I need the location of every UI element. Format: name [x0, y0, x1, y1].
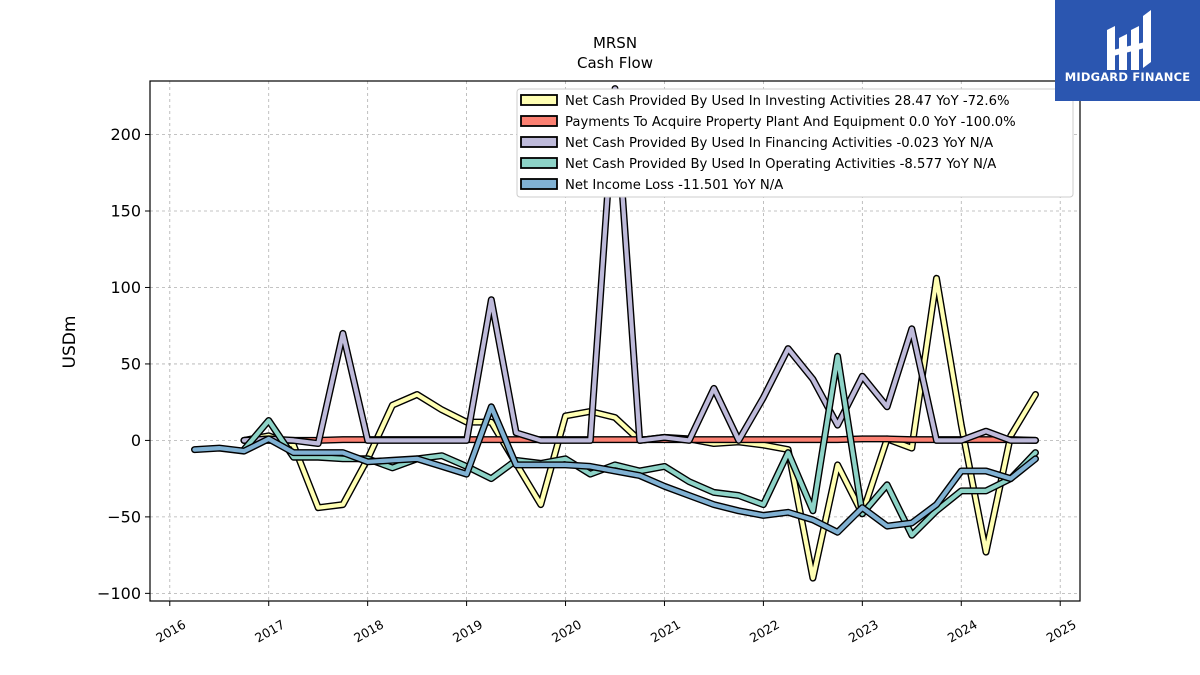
legend-swatch — [520, 94, 558, 106]
legend-swatch — [520, 115, 558, 127]
legend-label: Net Cash Provided By Used In Investing A… — [565, 94, 1010, 109]
x-tick-label: 2018 — [351, 617, 386, 646]
series-line — [241, 354, 1038, 538]
y-tick-label: 150 — [110, 202, 141, 221]
x-tick-label: 2019 — [450, 617, 485, 646]
legend-swatch — [520, 157, 558, 169]
y-tick-label: 100 — [110, 278, 141, 297]
logo-mark-icon — [1107, 10, 1151, 70]
chart-subtitle: Cash Flow — [577, 54, 653, 72]
legend-label: Payments To Acquire Property Plant And E… — [565, 115, 1016, 130]
series-group — [240, 85, 1039, 447]
logo-text: MIDGARD FINANCE — [1064, 70, 1191, 84]
plot-frame — [149, 80, 1081, 602]
series-line-outline — [240, 352, 1039, 539]
x-tick-label: 2021 — [648, 617, 683, 646]
y-axis-ticks: −100 −50 0 50 100 150 200 — [97, 125, 150, 603]
y-tick-label: −50 — [107, 507, 141, 526]
legend-label: Net Income Loss -11.501 YoY N/A — [565, 178, 783, 193]
legend: Net Cash Provided By Used In Investing A… — [516, 88, 1074, 198]
y-tick-label: 50 — [121, 354, 141, 373]
y-tick-label: −100 — [97, 584, 141, 603]
midgard-finance-logo: MIDGARD FINANCE — [1055, 0, 1200, 101]
series-line — [192, 404, 1038, 535]
legend-swatch — [520, 136, 558, 148]
legend-swatch — [520, 178, 558, 190]
x-tick-label: 2020 — [549, 617, 584, 646]
legend-label: Net Cash Provided By Used In Financing A… — [565, 136, 993, 151]
x-tick-label: 2023 — [846, 617, 881, 646]
series-lines — [191, 85, 1039, 582]
x-tick-label: 2022 — [747, 617, 782, 646]
series-line — [241, 86, 1038, 446]
x-tick-label: 2016 — [153, 617, 188, 646]
y-axis-label: USDm — [60, 316, 80, 369]
x-axis-ticks: 2016 2017 2018 2019 2020 2021 2022 2023 2024 2025 — [153, 601, 1079, 646]
x-tick-label: 2024 — [945, 617, 980, 646]
legend-box — [516, 88, 1074, 198]
series-group — [240, 352, 1039, 539]
chart-title: MRSN — [593, 34, 637, 52]
series-group — [191, 403, 1039, 536]
x-tick-label: 2025 — [1044, 617, 1079, 646]
y-tick-label: 0 — [131, 431, 141, 450]
y-tick-label: 200 — [110, 125, 141, 144]
legend-label: Net Cash Provided By Used In Operating A… — [565, 157, 996, 172]
x-tick-label: 2017 — [252, 617, 287, 646]
